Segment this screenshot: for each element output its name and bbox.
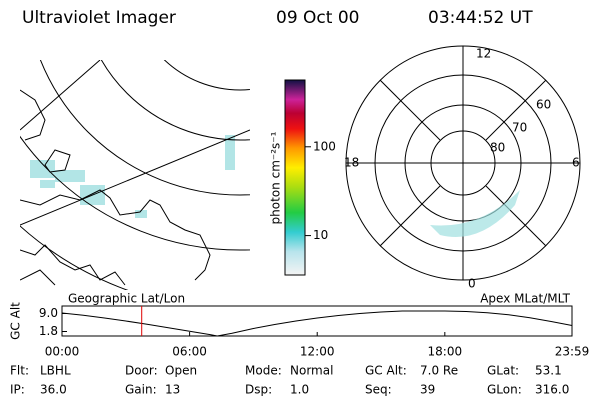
field-value: Normal <box>290 364 333 378</box>
field-label: Seq: <box>365 383 392 397</box>
field-value: 316.0 <box>535 383 569 397</box>
timeline-frame <box>61 305 573 337</box>
x-tick-label: 18:00 <box>428 345 463 359</box>
field-label: GLon: <box>487 383 522 397</box>
lat-label: 60 <box>536 98 551 112</box>
x-tick-label: 23:59 <box>555 345 590 359</box>
field-label: Dsp: <box>245 383 272 397</box>
mlt-label: 12 <box>476 47 491 61</box>
field-value: 36.0 <box>40 383 67 397</box>
colorbar <box>284 79 306 276</box>
field-value: 1.0 <box>290 383 309 397</box>
timeline-title-left: Geographic Lat/Lon <box>68 292 185 306</box>
colorbar-label: photon cm⁻²s⁻¹ <box>269 131 283 224</box>
y-tick-label: 9.0 <box>39 306 58 320</box>
field-label: Gain: <box>125 383 157 397</box>
footer: Flt: LBHL Door: Open Mode: Normal GC Alt: 7.0 R… <box>10 364 569 397</box>
y-tick-label: 1.8 <box>39 324 58 338</box>
colorbar-tick-label: 10 <box>313 228 328 242</box>
mlt-label: 0 <box>468 277 476 291</box>
colorbar-tick-label: 100 <box>313 139 336 153</box>
x-tick-label: 00:00 <box>45 345 80 359</box>
field-label: Mode: <box>245 364 282 378</box>
geo-map <box>20 60 250 290</box>
field-label: Door: <box>125 364 158 378</box>
timeline-ylabel: GC Alt <box>9 302 23 340</box>
gc-alt-line <box>61 310 573 337</box>
field-label: GLat: <box>487 364 519 378</box>
field-label: IP: <box>10 383 25 397</box>
field-value: Open <box>165 364 197 378</box>
mlt-label: 6 <box>572 156 580 170</box>
field-value: 39 <box>420 383 435 397</box>
mlt-label: 18 <box>344 156 359 170</box>
polar-grid <box>345 45 581 281</box>
lat-label: 70 <box>512 121 527 135</box>
date: 09 Oct 00 <box>276 8 359 28</box>
field-label: GC Alt: <box>365 364 407 378</box>
x-tick-label: 06:00 <box>172 345 207 359</box>
lat-label: 80 <box>490 141 505 155</box>
field-value: 53.1 <box>535 364 562 378</box>
field-value: 13 <box>165 383 180 397</box>
field-value: 7.0 Re <box>420 364 458 378</box>
instrument: Ultraviolet Imager <box>22 8 176 28</box>
timeline-title-right: Apex MLat/MLT <box>480 292 570 306</box>
field-label: Flt: <box>10 364 29 378</box>
field-value: LBHL <box>40 364 71 378</box>
time: 03:44:52 UT <box>428 8 533 28</box>
x-tick-label: 12:00 <box>300 345 335 359</box>
